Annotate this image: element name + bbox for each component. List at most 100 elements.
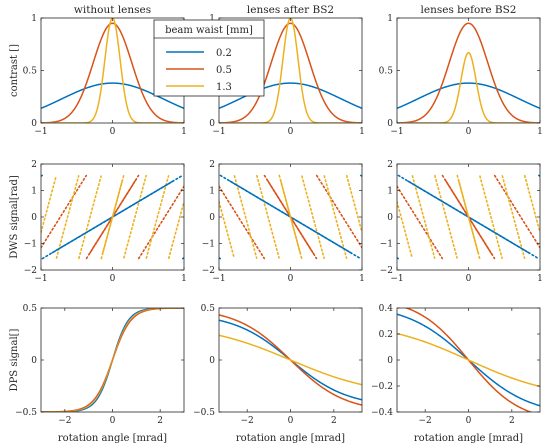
- y-tick-label: 0: [209, 119, 215, 129]
- y-tick-label: −0.4: [371, 408, 393, 418]
- x-tick-label: −2: [419, 416, 432, 426]
- y-tick-label: 0: [209, 213, 215, 223]
- y-tick-label: 1: [209, 187, 215, 197]
- x-tick-label: 1: [537, 274, 543, 284]
- x-tick-label: 2: [331, 416, 337, 426]
- legend-label: 0.5: [216, 65, 232, 76]
- y-tick-label: 0: [31, 119, 37, 129]
- subplot-title: lenses after BS2: [247, 4, 334, 16]
- x-axis-label: rotation angle [mrad]: [414, 433, 523, 444]
- series-line-0-2: [397, 82, 540, 110]
- series-group: [219, 18, 362, 123]
- y-tick-label: 0: [387, 119, 393, 129]
- y-tick-label: 1: [387, 14, 393, 24]
- y-tick-label: −0.5: [15, 408, 37, 418]
- legend: beam waist [mm] 0.2 0.5 1.3: [153, 19, 265, 97]
- x-tick-label: 0: [466, 274, 472, 284]
- y-tick-label: 1: [31, 187, 37, 197]
- x-tick-label: −1: [34, 127, 47, 137]
- x-tick-label: 1: [359, 127, 365, 137]
- x-tick-label: 2: [157, 416, 163, 426]
- series-line-0-2: [219, 82, 362, 110]
- subplot-title: without lenses: [74, 4, 151, 16]
- x-tick-label: 0: [110, 127, 116, 137]
- y-tick-label: −2: [24, 266, 37, 276]
- x-tick-label: −2: [58, 416, 71, 426]
- y-tick-label: 0.5: [23, 67, 38, 77]
- y-tick-label: −0.5: [193, 408, 215, 418]
- x-tick-label: 1: [359, 274, 365, 284]
- y-tick-label: 0.2: [379, 330, 393, 340]
- series-line-1-3: [279, 179, 302, 255]
- y-axis-label: DPS signal[]: [9, 328, 20, 391]
- x-tick-label: −1: [212, 274, 225, 284]
- series-group: [397, 308, 540, 412]
- series-group: [219, 174, 362, 260]
- x-axis-label: rotation angle [mrad]: [58, 433, 167, 444]
- x-axis-label: rotation angle [mrad]: [236, 433, 345, 444]
- y-tick-label: 1: [31, 14, 37, 24]
- x-tick-label: −1: [212, 127, 225, 137]
- y-tick-label: −1: [202, 240, 215, 250]
- x-tick-label: 1: [181, 274, 187, 284]
- series-group: [41, 308, 184, 412]
- y-tick-label: 0.5: [23, 304, 38, 314]
- axes-box: [396, 17, 541, 124]
- y-tick-label: −2: [380, 266, 393, 276]
- series-line-0-5: [41, 22, 184, 123]
- x-tick-label: 0: [110, 274, 116, 284]
- series-group: [41, 174, 184, 260]
- series-line-0-2: [41, 82, 184, 110]
- legend-label: 1.3: [216, 82, 232, 93]
- subplot-3-1: −2 0 2 −0.5 0 0.5 DPS signal[] rotation angle […: [9, 304, 185, 444]
- y-tick-label: −1: [380, 240, 393, 250]
- y-tick-label: −0.2: [371, 382, 393, 392]
- y-tick-label: 0.5: [201, 304, 216, 314]
- series-group: [397, 174, 540, 260]
- series-line-1-3: [101, 179, 124, 255]
- series-line-1-3: [397, 332, 540, 388]
- x-tick-label: 1: [537, 127, 543, 137]
- legend-title: beam waist [mm]: [165, 25, 253, 36]
- x-tick-label: 0: [288, 416, 294, 426]
- series-line-1-3: [41, 308, 184, 412]
- x-tick-label: 0: [288, 274, 294, 284]
- subplot-title: lenses before BS2: [421, 4, 517, 16]
- series-line-0-5: [397, 22, 540, 123]
- y-tick-label: 0: [387, 213, 393, 223]
- series-group: [219, 314, 362, 406]
- y-tick-label: 0.5: [379, 67, 394, 77]
- subplot-3-2: −2 0 2 −0.5 0 0.5 rotation angle [mrad]: [193, 304, 363, 444]
- x-tick-label: −1: [34, 274, 47, 284]
- x-tick-label: 0: [110, 416, 116, 426]
- x-tick-label: 1: [181, 127, 187, 137]
- x-tick-label: −1: [390, 127, 403, 137]
- y-tick-label: 2: [31, 160, 37, 170]
- y-tick-label: 2: [209, 160, 215, 170]
- series-group: [41, 18, 184, 123]
- legend-label: 0.2: [216, 48, 232, 59]
- legend-box: [153, 19, 265, 97]
- series-line-0-5: [219, 22, 362, 123]
- series-line-1-3: [397, 51, 540, 123]
- subplot-3-3: −2 0 2 −0.4 −0.2 0 0.2 0.4 rotation angle [mrad]: [371, 304, 541, 444]
- y-tick-label: 1: [209, 14, 215, 24]
- y-tick-label: 2: [387, 160, 393, 170]
- y-axis-label: contrast []: [9, 44, 20, 97]
- series-group: [397, 22, 540, 123]
- y-tick-label: 0: [209, 356, 215, 366]
- y-tick-label: 0: [31, 356, 37, 366]
- series-line-1-3: [219, 334, 362, 386]
- y-tick-label: 0.4: [379, 304, 394, 314]
- x-tick-label: 0: [466, 416, 472, 426]
- y-tick-label: −1: [24, 240, 37, 250]
- x-tick-label: −1: [390, 274, 403, 284]
- y-tick-label: 1: [387, 187, 393, 197]
